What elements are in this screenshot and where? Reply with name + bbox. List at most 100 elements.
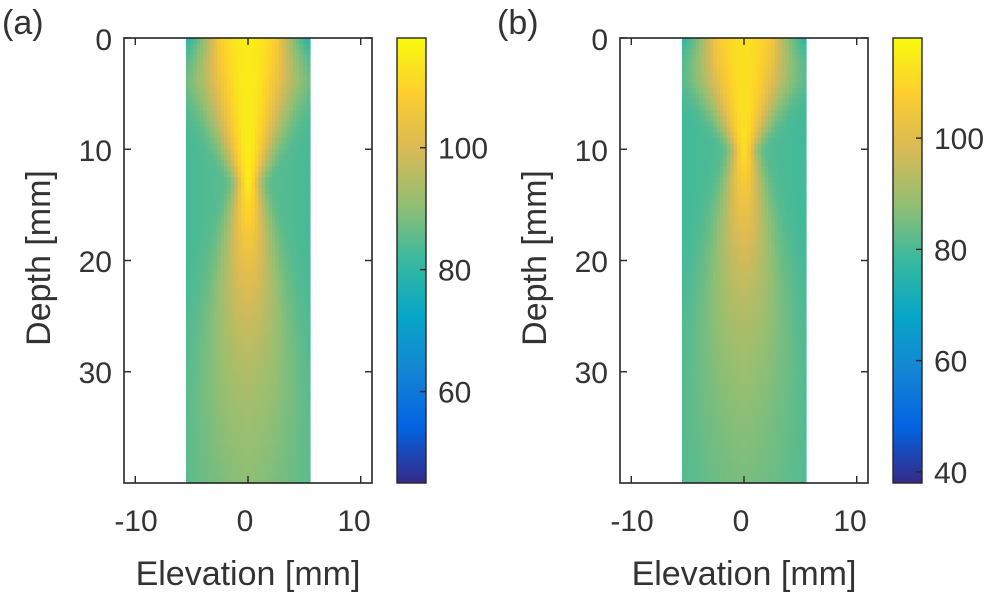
heatmap-cell <box>303 260 308 267</box>
heatmap-cell <box>285 449 290 456</box>
heatmap-cell <box>237 54 242 61</box>
heatmap-cell <box>695 327 700 334</box>
heatmap-cell <box>213 338 218 345</box>
heatmap-cell <box>775 165 780 173</box>
heatmap-cell <box>261 438 266 445</box>
heatmap-cell <box>227 305 232 312</box>
heatmap-cell <box>695 71 700 78</box>
heatmap-cell <box>685 76 690 84</box>
heatmap-cell <box>248 271 253 278</box>
heatmap-cell <box>241 177 246 184</box>
heatmap-cell <box>692 76 697 84</box>
heatmap-cell <box>303 210 308 217</box>
heatmap-cell <box>285 115 290 123</box>
heatmap-cell <box>217 127 222 134</box>
heatmap-cell <box>785 154 790 161</box>
heatmap-cell <box>282 316 287 323</box>
heatmap-cell <box>740 93 745 100</box>
heatmap-cell <box>775 193 780 200</box>
heatmap-cell <box>802 54 807 61</box>
heatmap-cell <box>775 143 780 150</box>
heatmap-cell <box>688 49 693 56</box>
heatmap-cell <box>279 338 284 345</box>
heatmap-cell <box>685 143 690 150</box>
heatmap-cell <box>258 93 263 100</box>
heatmap-cell <box>764 193 769 200</box>
heatmap-cell <box>306 310 311 317</box>
heatmap-cell <box>268 138 273 145</box>
heatmap-cell <box>268 60 273 67</box>
heatmap-cell <box>258 382 263 390</box>
heatmap-cell <box>210 288 215 295</box>
heatmap-cell <box>757 54 762 61</box>
heatmap-cell <box>299 310 304 317</box>
heatmap-cell <box>282 177 287 184</box>
heatmap-cell <box>299 210 304 217</box>
heatmap-cell <box>733 254 738 262</box>
heatmap-cell <box>254 249 259 256</box>
heatmap-cell <box>289 260 294 267</box>
heatmap-cell <box>750 271 755 278</box>
heatmap-cell <box>685 182 690 189</box>
heatmap-cell <box>296 266 301 273</box>
heatmap-cell <box>237 177 242 184</box>
heatmap-cell <box>778 338 783 345</box>
heatmap-cell <box>785 343 790 351</box>
heatmap-cell <box>237 115 242 123</box>
heatmap-cell <box>744 71 749 78</box>
heatmap-cell <box>258 54 263 61</box>
heatmap-cell <box>723 355 728 362</box>
heatmap-cell <box>713 60 718 67</box>
heatmap-cell <box>241 405 246 412</box>
heatmap-cell <box>306 477 311 484</box>
heatmap-cell <box>241 394 246 401</box>
heatmap-cell <box>279 221 284 228</box>
heatmap-cell <box>265 305 270 312</box>
heatmap-cell <box>306 271 311 278</box>
heatmap-cell <box>764 249 769 256</box>
heatmap-cell <box>761 193 766 200</box>
heatmap-cell <box>203 149 208 156</box>
heatmap-cell <box>261 216 266 223</box>
heatmap-cell <box>706 299 711 306</box>
heatmap-cell <box>685 88 690 95</box>
heatmap-cell <box>237 93 242 100</box>
heatmap-cell <box>220 65 225 72</box>
heatmap-cell <box>230 138 235 145</box>
heatmap-cell <box>757 199 762 206</box>
heatmap-cell <box>296 182 301 189</box>
heatmap-cell <box>223 199 228 206</box>
heatmap-cell <box>726 343 731 351</box>
heatmap-cell <box>764 60 769 67</box>
heatmap-cell <box>258 327 263 334</box>
heatmap-cell <box>206 427 211 434</box>
heatmap-cell <box>292 355 297 362</box>
heatmap-cell <box>778 115 783 123</box>
heatmap-cell <box>279 143 284 150</box>
heatmap-cell <box>771 305 776 312</box>
heatmap-cell <box>254 288 259 295</box>
heatmap-cell <box>761 299 766 306</box>
heatmap-cell <box>251 65 256 72</box>
heatmap-cell <box>764 149 769 156</box>
heatmap-cell <box>206 38 211 45</box>
heatmap-cell <box>258 349 263 356</box>
heatmap-cell <box>296 271 301 278</box>
heatmap-cell <box>189 449 194 456</box>
heatmap-cell <box>692 82 697 89</box>
heatmap-cell <box>223 271 228 278</box>
heatmap-cell <box>764 54 769 61</box>
heatmap-cell <box>213 138 218 145</box>
heatmap-cell <box>223 327 228 334</box>
heatmap-cell <box>275 416 280 423</box>
heatmap-cell <box>248 188 253 195</box>
heatmap-cell <box>761 38 766 45</box>
heatmap-cell <box>220 71 225 78</box>
heatmap-cell <box>237 210 242 217</box>
heatmap-cell <box>254 238 259 245</box>
heatmap-cell <box>685 132 690 139</box>
heatmap-cell <box>785 266 790 273</box>
heatmap-cell <box>289 332 294 339</box>
heatmap-cell <box>299 460 304 467</box>
heatmap-cell <box>719 271 724 278</box>
